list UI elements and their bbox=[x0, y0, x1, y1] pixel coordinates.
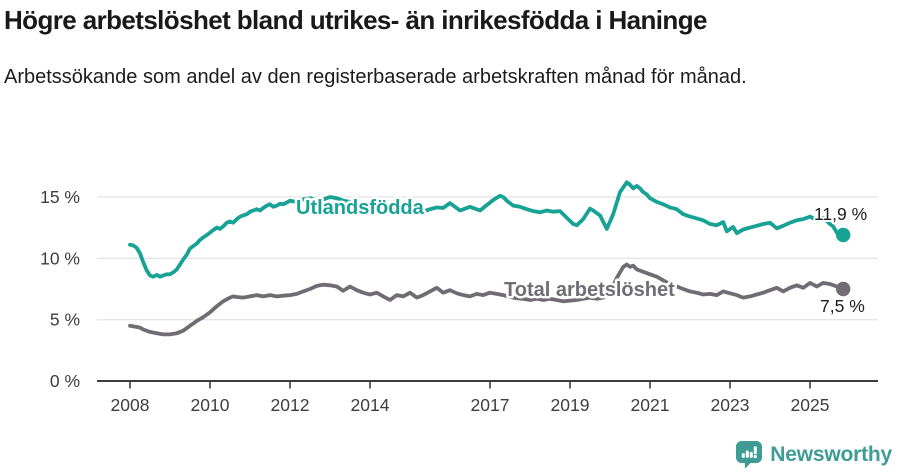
x-tick-label: 2025 bbox=[791, 395, 830, 415]
series-label-total-arbetsloshet: Total arbetslöshet bbox=[504, 279, 675, 301]
newsworthy-logo-icon bbox=[736, 441, 763, 469]
newsworthy-branding: Newsworthy bbox=[735, 440, 892, 470]
end-value-label-total: 7,5 % bbox=[820, 296, 865, 316]
newsworthy-logo-text: Newsworthy bbox=[770, 443, 892, 466]
chart-labels: Utlandsfödda Total arbetslöshet 11,9 % 7… bbox=[294, 195, 870, 319]
logo-bar-1 bbox=[742, 453, 746, 458]
x-tick-label: 2014 bbox=[351, 395, 390, 415]
logo-exclamation-dot bbox=[753, 455, 758, 459]
y-tick-label: 15 % bbox=[40, 187, 80, 207]
x-tick-label: 2010 bbox=[191, 395, 230, 415]
y-tick-label: 0 % bbox=[50, 371, 80, 391]
series-end-dot-utlandsfodda bbox=[836, 227, 851, 243]
logo-bar-2 bbox=[746, 450, 750, 458]
logo-badge-shape bbox=[736, 441, 763, 469]
logo-bar-3 bbox=[750, 452, 754, 458]
x-tick-label: 2008 bbox=[111, 395, 150, 415]
logo-exclamation-bar bbox=[754, 446, 758, 455]
series-line-utlandsfodda bbox=[128, 180, 846, 279]
x-tick-label: 2017 bbox=[471, 395, 510, 415]
x-tick-label: 2023 bbox=[711, 395, 750, 415]
x-tick-label: 2019 bbox=[551, 395, 590, 415]
x-tick-label: 2021 bbox=[631, 395, 670, 415]
series-label-utlandsfodda: Utlandsfödda bbox=[296, 197, 425, 219]
series-end-dot-total bbox=[836, 281, 851, 297]
y-tick-label: 5 % bbox=[50, 310, 80, 330]
series-line-total bbox=[128, 262, 846, 337]
end-value-label-utlandsfodda: 11,9 % bbox=[814, 204, 867, 224]
y-tick-label: 10 % bbox=[40, 248, 80, 268]
chart-subtitle: Arbetssökande som andel av den registerb… bbox=[4, 66, 747, 88]
page-title: Högre arbetslöshet bland utrikes- än inr… bbox=[4, 5, 707, 35]
x-tick-label: 2012 bbox=[271, 395, 310, 415]
